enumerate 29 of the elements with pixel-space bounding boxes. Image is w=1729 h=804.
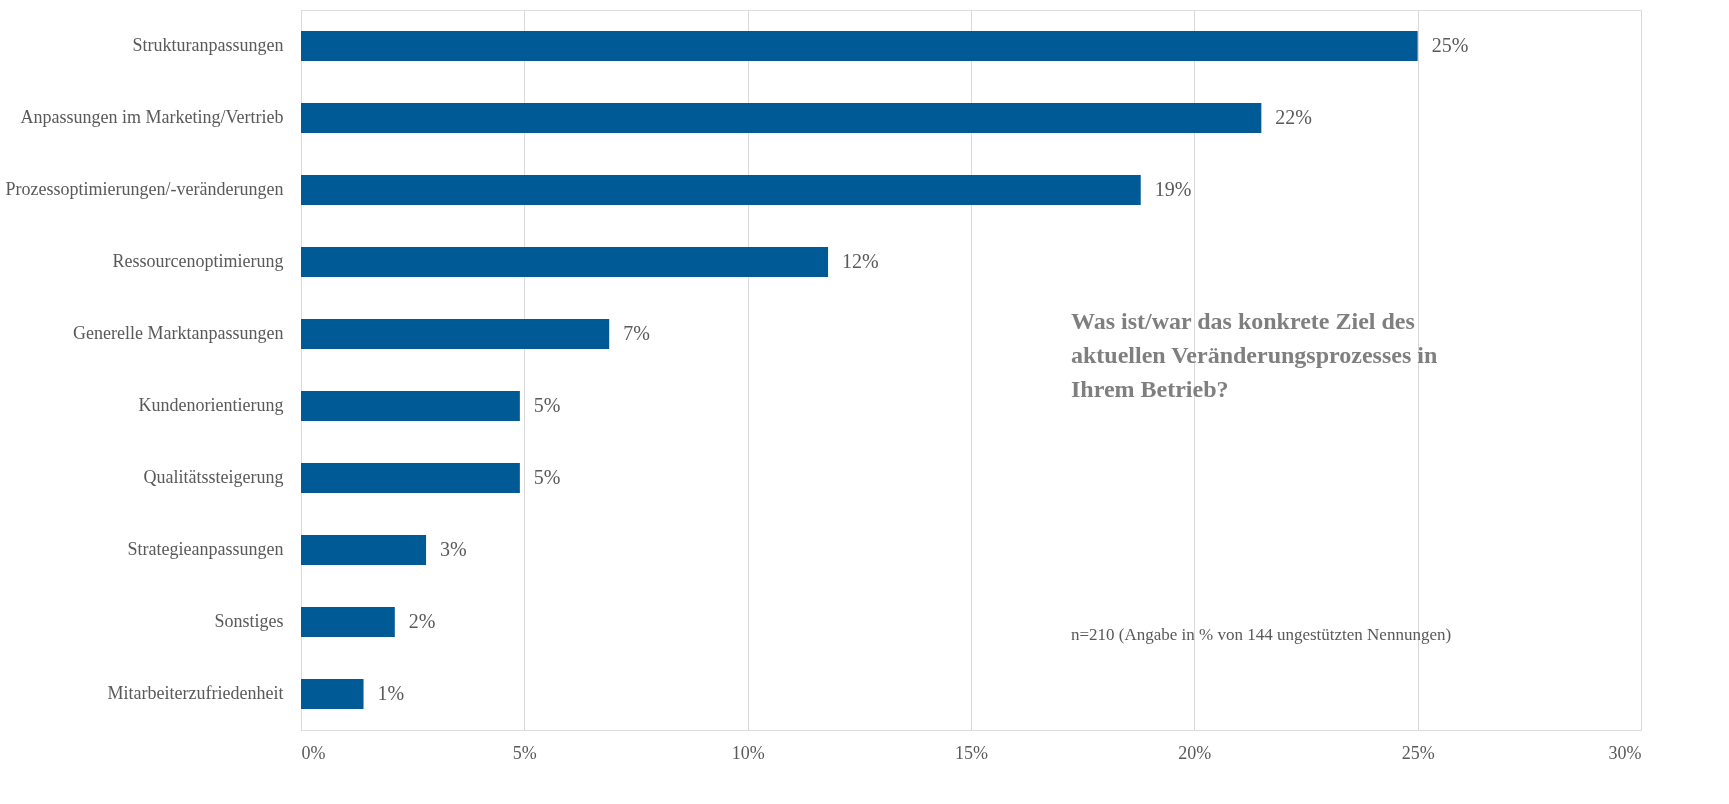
y-tick-label: Strukturanpassungen xyxy=(132,35,284,55)
x-tick-label: 0% xyxy=(301,742,326,763)
data-label: 2% xyxy=(408,610,436,632)
x-tick-label: 25% xyxy=(1401,742,1435,763)
y-tick-label: Mitarbeiterzufriedenheit xyxy=(107,683,284,703)
x-tick-label: 20% xyxy=(1178,742,1212,763)
y-tick-label: Anpassungen im Marketing/Vertrieb xyxy=(20,107,284,127)
y-tick-label: Generelle Marktanpassungen xyxy=(73,323,284,343)
data-label: 5% xyxy=(533,466,561,488)
y-tick-label: Ressourcenoptimierung xyxy=(112,251,284,271)
data-label: 19% xyxy=(1154,178,1192,200)
y-tick-label: Sonstiges xyxy=(214,611,284,631)
y-tick-label: Kundenorientierung xyxy=(138,395,284,415)
x-tick-label: 10% xyxy=(731,742,765,763)
data-label: 22% xyxy=(1275,106,1313,128)
data-label: 3% xyxy=(440,538,467,560)
data-label: 5% xyxy=(533,394,561,416)
data-label: 12% xyxy=(842,250,879,272)
x-tick-label: 15% xyxy=(955,742,988,763)
data-label: 25% xyxy=(1431,34,1469,56)
annotation: Was ist/war das konkrete Ziel des aktuellen Veränderungsprozesses in Ihrem Betrieb? xyxy=(1071,308,1438,402)
x-tick-label: 30% xyxy=(1608,742,1642,763)
y-tick-label: Strategieanpassungen xyxy=(127,539,284,559)
x-tick-label: 5% xyxy=(512,742,537,763)
data-label: 1% xyxy=(377,682,405,704)
y-tick-label: Prozessoptimierungen/-veränderungen xyxy=(5,179,284,199)
y-tick-label: Qualitätssteigerung xyxy=(143,467,284,487)
data-label: 7% xyxy=(623,322,650,344)
annotation: n=210 (Angabe in % von 144 ungestützten Nennungen) xyxy=(1070,625,1452,644)
